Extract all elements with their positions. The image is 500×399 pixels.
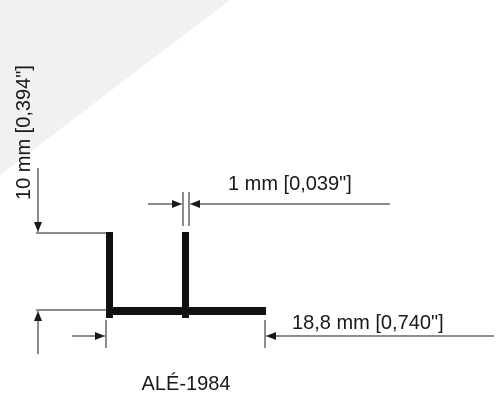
thickness-dimension-lines [148, 192, 390, 226]
product-code-label: ALÉ-1984 [142, 372, 231, 395]
height-dimension-lines [34, 168, 106, 354]
corner-shade [0, 0, 230, 175]
profile-shape [106, 232, 266, 318]
width-dimension-lines [72, 320, 494, 348]
width-dimension-label: 18,8 mm [0,740"] [292, 312, 444, 334]
thickness-dimension-label: 1 mm [0,039"] [228, 173, 352, 195]
height-dimension-label: 10 mm [0,394"] [13, 65, 35, 200]
